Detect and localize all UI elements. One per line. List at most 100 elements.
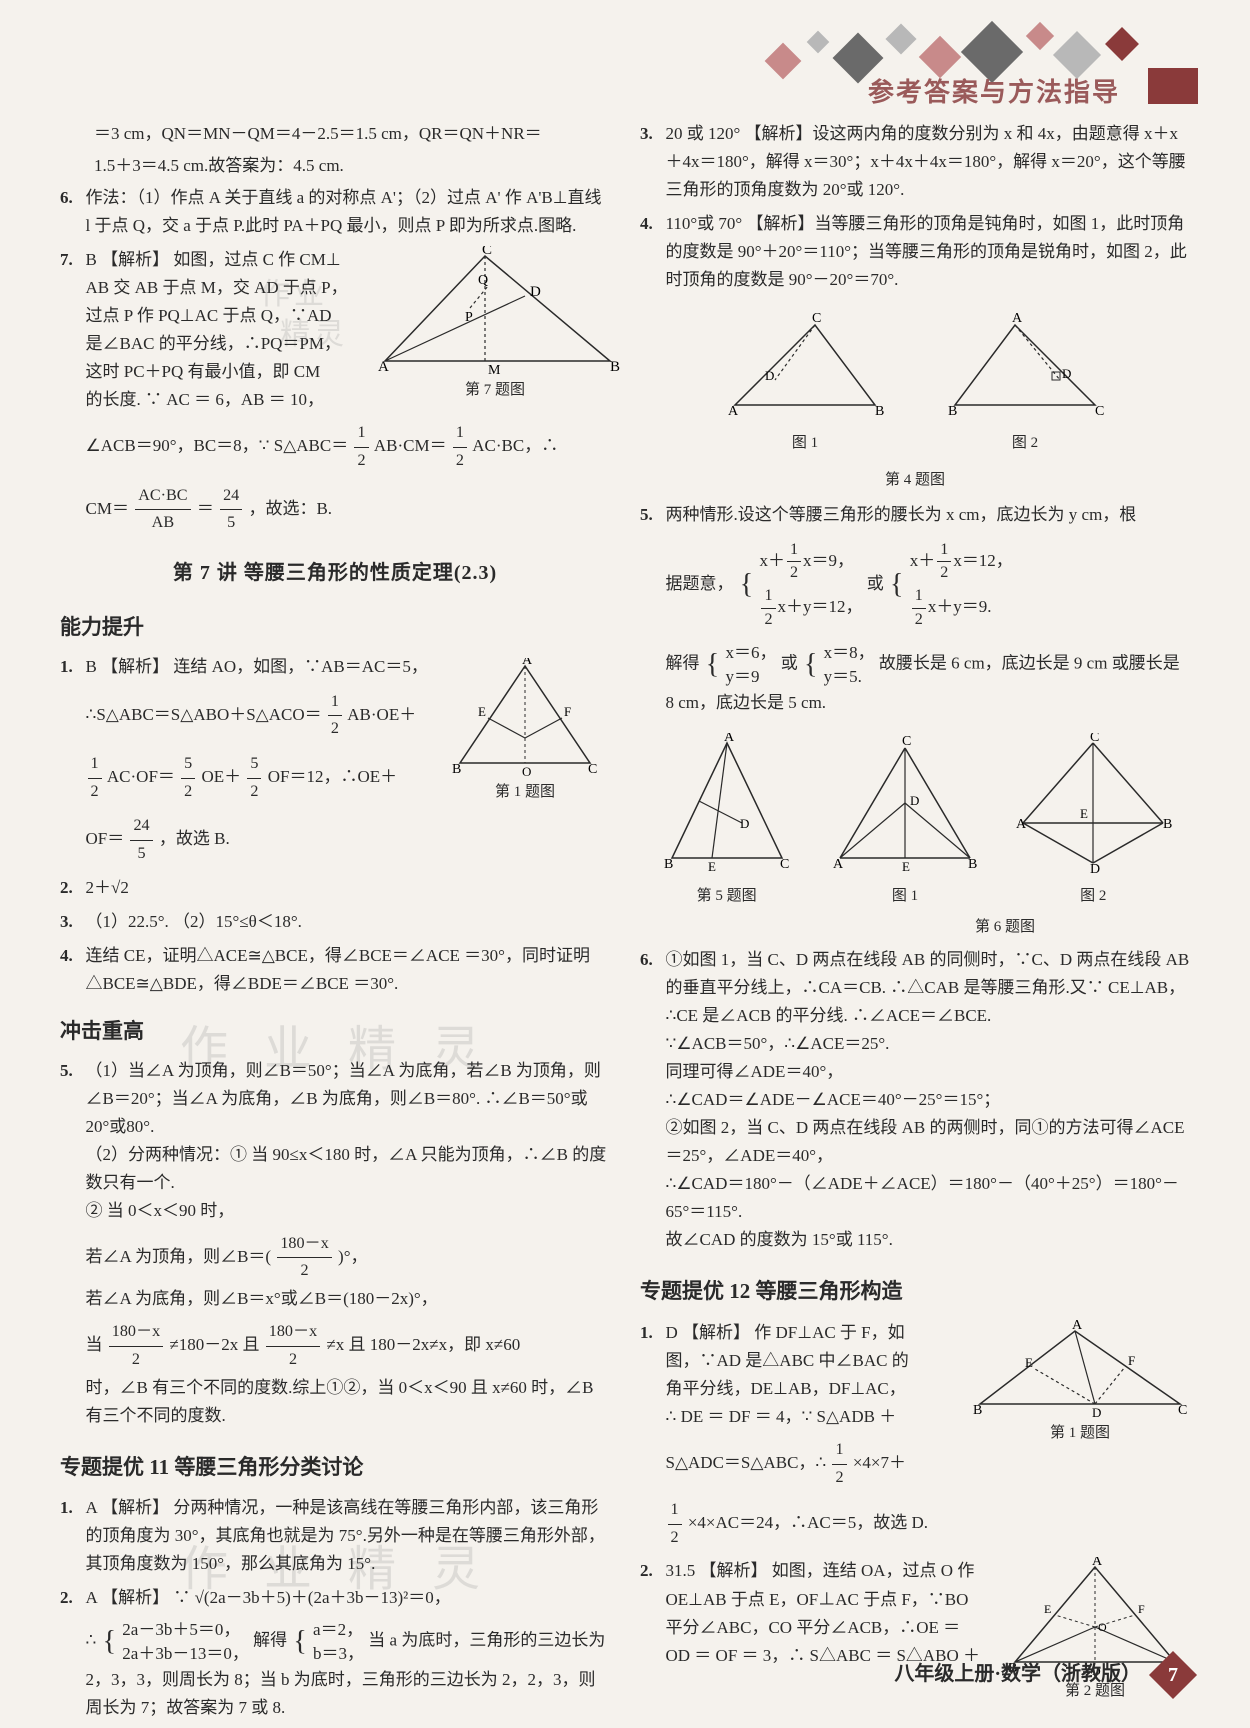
t: S△ADC＝S△ABC，∴ [666,1453,827,1472]
svg-text:D: D [1062,366,1071,381]
item-6: 6. 作法：（1）作点 A 关于直线 a 的对称点 A'；（2）过点 A' 作 … [60,184,610,240]
figure-label-q6: 第 6 题图 [820,915,1190,940]
header-bar [1148,68,1198,104]
item-number: 5. [640,501,653,529]
svg-text:D: D [1092,1405,1101,1419]
t: ∠ACB＝90°，BC＝8，∵ S△ABC＝ [86,437,349,456]
figure-q5: A B C D E 第 5 题图 [652,733,802,909]
t: 解得 [253,1631,287,1650]
t: ∴ [86,1631,97,1650]
topic11-2: 2. A 【解析】 ∵ √(2a－3b＋5)＋(2a＋3b－13)²＝0， ∴ … [60,1584,610,1722]
t: b＝3， [313,1642,364,1666]
svg-text:A: A [728,404,739,419]
t: 这时 PC＋PQ 有最小值，即 CM [86,362,321,381]
item-number: 4. [60,942,73,970]
t: 的长度. ∵ AC ＝ 6，AB ＝ 10， [86,390,324,409]
t: CM＝ [86,499,129,518]
item-number: 3. [640,120,653,148]
svg-text:C: C [482,246,492,258]
item-number: 4. [640,210,653,238]
t: OF＝12，∴OE＋ [268,767,397,786]
charge-5: 5. （1）当∠A 为顶角，则∠B＝50°；当∠A 为底角，若∠B 为顶角，则∠… [60,1057,610,1430]
answer-label: A [86,1498,97,1517]
figure-label: 第 5 题图 [652,884,802,909]
svg-text:C: C [1178,1403,1187,1418]
svg-text:A: A [1012,311,1023,326]
t: 解得 [666,654,700,673]
item-number: 1. [60,653,73,681]
p: （1）当∠A 为顶角，则∠B＝50°；当∠A 为底角，若∠B 为顶角，则∠B＝2… [86,1057,611,1141]
ability-3: 3. （1）22.5°. （2）15°≤θ＜18°. [60,908,610,936]
item-number: 2. [60,874,73,902]
page-number: 7 [1149,1651,1197,1699]
svg-text:F: F [564,704,571,719]
svg-text:B: B [610,359,620,375]
figure-q6-2: C A B E D 图 2 [1008,733,1178,909]
item-text: （1）22.5°. （2）15°≤θ＜18°. [86,912,302,931]
t: ∴S△ABC＝S△ABO＋S△ACO＝ [86,705,322,724]
p: ∵∠ACB＝50°，∴∠ACE＝25°. [666,1030,1191,1058]
answer-label: 31.5 [666,1561,696,1580]
t: ，故选 B. [159,829,230,848]
item-number: 3. [60,908,73,936]
t: AB·CM＝ [374,437,447,456]
t: 是∠BAC 的平分线，∴PQ＝PM， [86,334,342,353]
figure-group-q4: A B C D 图 1 B C A D 图 2 [640,310,1190,456]
svg-text:A: A [833,857,844,872]
hint-label: 【解析】 [101,657,169,676]
svg-text:E: E [1044,1602,1051,1616]
figure-label-main: 第 4 题图 [640,468,1190,493]
t: ，故选：B. [248,499,332,518]
svg-text:O: O [522,764,531,778]
p: （2）分两种情况：① 当 90≤x＜180 时，∠A 只能为顶角，∴∠B 的度数… [86,1141,611,1197]
header-decoration [770,20,1190,80]
item-text: 20 或 120° 【解析】设这两内角的度数分别为 x 和 4x，由题意得 x＋… [666,124,1186,199]
right-column: 3. 20 或 120° 【解析】设这两内角的度数分别为 x 和 4x，由题意得… [640,120,1190,1728]
answer-label: D [666,1323,678,1342]
item-text: 作法：（1）作点 A 关于直线 a 的对称点 A'；（2）过点 A' 作 A'B… [86,188,602,235]
r-item-6: 6. ①如图 1，当 C、D 两点在线段 AB 的同侧时，∵C、D 两点在线段 … [640,946,1190,1255]
svg-text:B: B [452,762,461,777]
t: a＝2， [313,1618,364,1642]
footer: 八年级上册·数学（浙教版） 7 [894,1658,1190,1692]
figure-label: 图 1 [720,431,890,456]
item-number: 1. [60,1494,73,1522]
hint-label: 【解析】 [101,1588,169,1607]
svg-text:A: A [724,733,735,745]
figure-q6-1: C A B D E 图 1 [825,733,985,909]
r-item-3: 3. 20 或 120° 【解析】设这两内角的度数分别为 x 和 4x，由题意得… [640,120,1190,204]
p: ② 当 0＜x＜90 时， [86,1197,611,1225]
t: 2，3，3，则周长为 8；当 b 为底时，三角形的三边长为 2，2，3，则周长为… [86,1666,611,1722]
p: ∴∠CAD＝180°－（∠ADE＋∠ACE）＝180°－（40°＋25°）＝18… [666,1170,1191,1226]
svg-text:E: E [902,859,910,873]
answer-label: B [86,657,97,676]
t: 或 [867,574,884,593]
p: 同理可得∠ADE＝40°， [666,1058,1191,1086]
svg-text:C: C [1090,733,1099,745]
t: 过点 P 作 PQ⊥AC 于点 Q，∵AD [86,306,332,325]
figure-label: 第 1 题图 [970,1421,1190,1446]
svg-text:D: D [765,368,774,383]
left-column: ＝3 cm，QN＝MN－QM＝4－2.5＝1.5 cm，QR＝QN＋NR＝ 1.… [60,120,610,1728]
t: ＝ [197,499,214,518]
item-number: 2. [640,1557,653,1585]
t: )°， [338,1247,367,1266]
p: ∴∠CAD＝∠ADE－∠ACE＝40°－25°＝15°； [666,1086,1191,1114]
t: 8 cm，底边长是 5 cm. [666,689,1191,717]
t: 当 a 为底时，三角形的三边长为 [368,1631,605,1650]
r-item-4: 4. 110°或 70° 【解析】当等腰三角形的顶角是钝角时，如图 1，此时顶角… [640,210,1190,294]
t: 2a＋3b－13＝0， [122,1642,249,1666]
pre-line1: ＝3 cm，QN＝MN－QM＝4－2.5＝1.5 cm，QR＝QN＋NR＝ [60,120,610,148]
item-text: 2＋√2 [86,878,129,897]
svg-text:E: E [478,704,486,719]
t: 两种情形.设这个等腰三角形的腰长为 x cm，底边长为 y cm，根 [666,505,1137,524]
item-number: 5. [60,1057,73,1085]
figure-a1: A B C E F O 第 1 题图 [440,658,610,805]
t: AC·BC，∴ [472,437,558,456]
svg-text:P: P [465,310,473,325]
t: ≠x 且 180－2x≠x，即 x≠60 [326,1335,520,1354]
t: 角平分线，DE⊥AB，DF⊥AC， [666,1379,906,1398]
t: 当 [86,1335,103,1354]
r-item-5: 5. 两种情形.设这个等腰三角形的腰长为 x cm，底边长为 y cm，根 据题… [640,501,1190,717]
svg-text:Q: Q [478,273,488,288]
